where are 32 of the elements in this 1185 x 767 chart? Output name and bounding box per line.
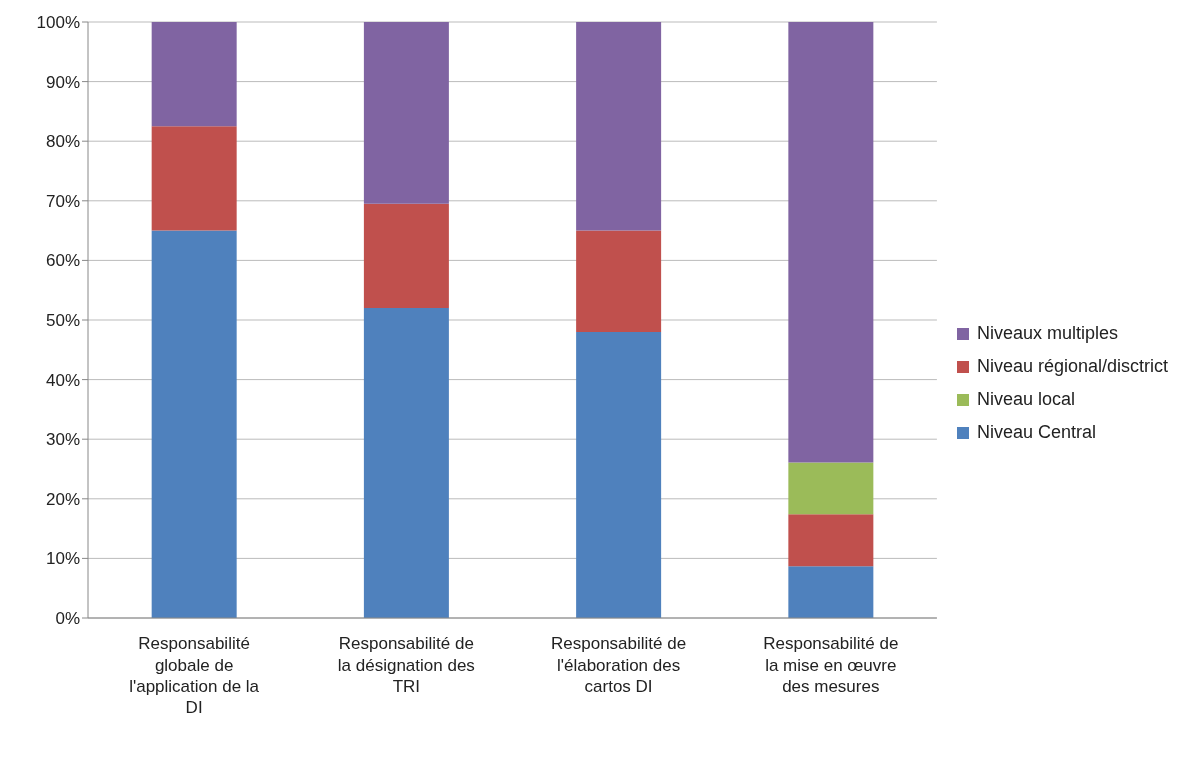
x-tick-label: Responsabilité de la désignation des TRI — [337, 634, 475, 696]
y-tick-label: 0% — [55, 609, 80, 629]
y-tick-label: 50% — [45, 311, 80, 331]
y-tick-label: 60% — [45, 251, 80, 271]
bar — [576, 331, 662, 618]
bar — [151, 230, 237, 618]
bar — [788, 566, 874, 618]
x-tick-label: Responsabilité de l'élaboration des cartos DI — [550, 634, 687, 696]
bar — [151, 22, 237, 127]
y-tick-label: 20% — [45, 489, 80, 509]
bar — [363, 203, 449, 309]
y-tick-label: 30% — [45, 430, 80, 450]
bar — [788, 462, 874, 515]
y-tick-label: 100% — [36, 13, 80, 33]
bar — [788, 514, 874, 567]
x-tick-label: Responsabilité de la mise en œuvre des mesures — [763, 634, 899, 696]
legend-label: Niveau Central — [976, 422, 1096, 443]
y-tick-label: 90% — [45, 72, 80, 92]
legend-label: Niveaux multiples — [976, 323, 1118, 344]
bar — [363, 308, 449, 618]
bar — [151, 126, 237, 231]
bar — [363, 22, 449, 204]
x-tick-label: Responsabilité globale de l'application de la DI — [129, 634, 260, 718]
legend-label: Niveau local — [976, 389, 1075, 410]
bar — [788, 22, 874, 463]
y-tick-label: 70% — [45, 191, 80, 211]
bar — [576, 230, 662, 332]
y-tick-label: 10% — [45, 549, 80, 569]
y-tick-label: 80% — [45, 132, 80, 152]
legend-label: Niveau régional/disctrict — [976, 356, 1168, 377]
y-tick-label: 40% — [45, 370, 80, 390]
bar — [576, 22, 662, 231]
